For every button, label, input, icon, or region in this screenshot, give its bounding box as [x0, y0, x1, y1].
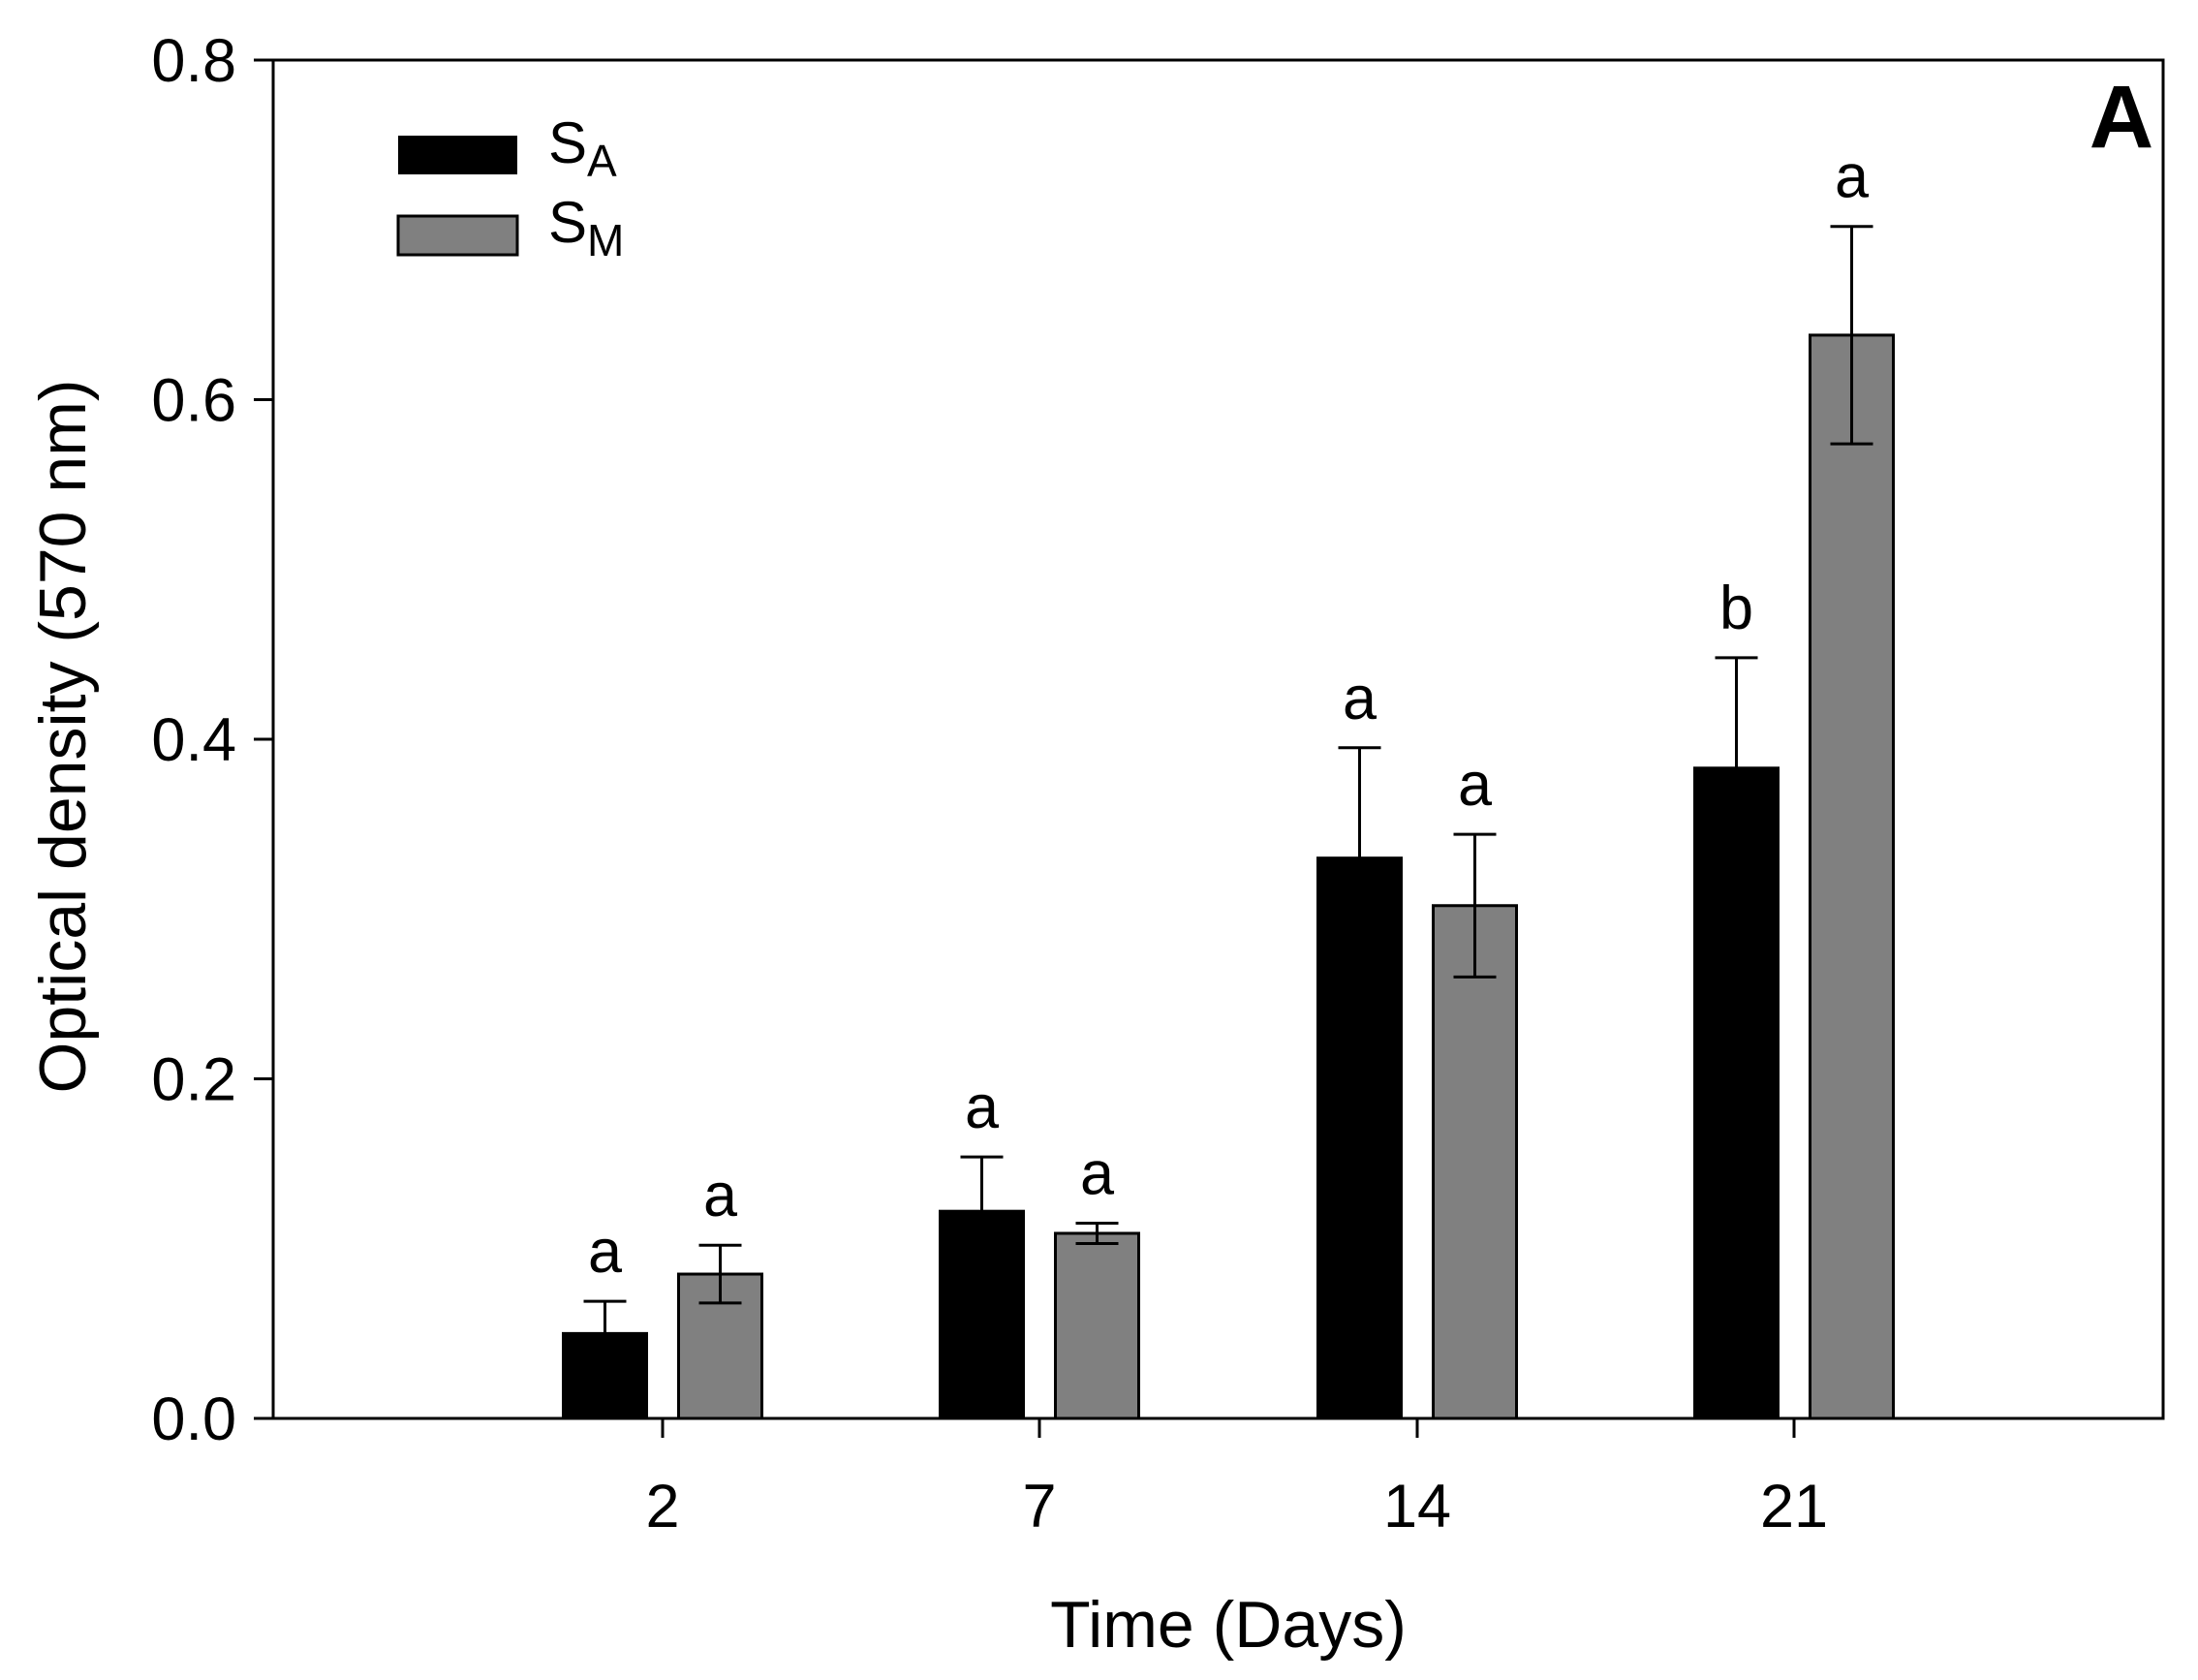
- significance-label: a: [1343, 665, 1378, 732]
- x-tick-label: 2: [645, 1473, 679, 1540]
- significance-label: a: [703, 1162, 738, 1229]
- plot-area: 0.0 0.2 0.4 0.6 0.8 2 7 14 21 a a a b a a a a: [151, 27, 2165, 1540]
- significance-label: a: [588, 1218, 623, 1286]
- x-tick-label: 14: [1383, 1473, 1451, 1540]
- legend: SA SM: [396, 110, 624, 265]
- legend-swatch-sa: [398, 136, 517, 174]
- bar-sm-day-14: [1432, 904, 1518, 1420]
- legend-label-sm: SM: [548, 190, 624, 265]
- y-axis-title: Optical density (570 nm): [26, 380, 100, 1094]
- legend-swatch-sm: [396, 214, 519, 257]
- y-tick-label: 0.4: [151, 706, 236, 774]
- y-tick-label: 0.2: [151, 1046, 236, 1114]
- x-tick-label: 21: [1760, 1473, 1828, 1540]
- bar-sm-day-21: [1809, 333, 1895, 1420]
- legend-label-sa: SA: [548, 110, 617, 186]
- bar-sa-day-2: [562, 1331, 648, 1420]
- significance-label: a: [1835, 143, 1870, 211]
- bar-sm-day-7: [1054, 1231, 1140, 1420]
- significance-label: a: [965, 1073, 1000, 1141]
- panel-label: A: [2090, 68, 2153, 167]
- y-tick-label: 0.6: [151, 367, 236, 435]
- x-tick-label: 7: [1022, 1473, 1056, 1540]
- significance-label: a: [1080, 1139, 1115, 1207]
- significance-label: a: [1458, 751, 1493, 819]
- x-axis-title: Time (Days): [1050, 1588, 1407, 1662]
- y-tick-label: 0.8: [151, 27, 236, 95]
- significance-label: b: [1719, 575, 1753, 642]
- y-tick-label: 0.0: [151, 1385, 236, 1453]
